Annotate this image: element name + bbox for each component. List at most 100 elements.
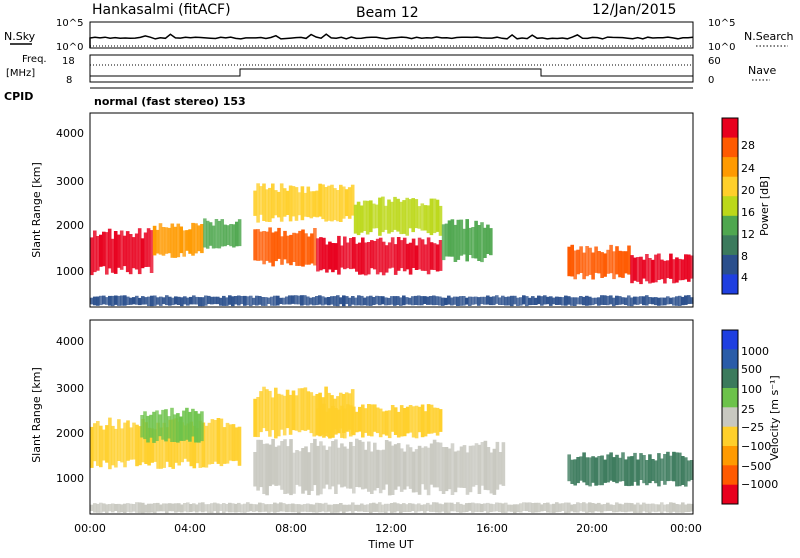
power-cell-10-18 [144,297,148,305]
power-cell-5-9 [343,236,347,270]
velocity-cell-6-38 [204,504,208,512]
power-cell-10-200 [690,297,694,304]
power-cell-10-57 [261,297,265,306]
power-ctick-4: 4 [741,271,748,284]
power-cell-4-5 [268,187,272,222]
xtick-0000: 00:00 [74,522,106,535]
power-cell-3-5 [268,227,272,263]
velocity-cell-4-39 [432,407,437,433]
power-cell-10-60 [270,296,274,306]
velocity-cell-1-13 [179,416,183,441]
velocity-cell-6-154 [552,503,556,513]
velocity-cell-6-125 [465,503,469,512]
power-cell-6-2 [359,205,364,233]
velocity-cell-6-127 [471,502,475,513]
velocity-cell-4-15 [361,404,365,438]
power-cell-6-4 [365,200,370,235]
power-cell-10-162 [576,297,580,305]
power-ytick-1000: 1000 [56,265,84,278]
velocity-cell-6-7 [111,503,115,513]
velocity-colorbar-swatch-6 [722,446,738,466]
velocity-cell-6-54 [252,504,256,512]
power-cell-4-6 [271,183,275,219]
velocity-cell-5-37 [678,452,682,487]
velocity-cell-3-55 [417,445,422,495]
velocity-cell-0-8 [114,428,118,468]
power-cell-10-103 [399,297,403,306]
velocity-cell-6-25 [165,503,169,514]
velocity-cell-5-31 [660,458,664,481]
velocity-cell-2-11 [285,389,290,429]
noise-panel-frame [89,21,694,49]
power-cell-10-77 [321,296,325,306]
power-cell-10-130 [480,296,484,305]
power-cell-4-28 [336,190,340,222]
power-cell-5-19 [373,241,377,270]
power-ctick-20: 20 [741,184,755,197]
velocity-cell-6-114 [432,502,436,512]
velocity-cell-6-29 [177,503,181,512]
cpid-label: CPID [4,90,33,103]
power-cell-9-7 [651,259,655,283]
power-cell-10-111 [423,296,427,304]
velocity-cell-3-53 [411,451,416,493]
velocity-cell-6-78 [324,502,328,513]
velocity-cell-0-17 [141,419,145,463]
power-cell-9-1 [633,257,637,281]
velocity-cell-0-4 [102,429,106,461]
velocity-cell-6-150 [540,504,544,512]
velocity-cell-3-38 [367,441,371,492]
velocity-cell-6-141 [513,504,517,514]
freq-right-tick-bottom: 0 [708,75,714,86]
velocity-cell-3-39 [370,451,374,494]
velocity-cell-6-21 [153,503,157,514]
velocity-ctick-500: 500 [741,363,762,376]
power-cell-5-23 [384,245,389,273]
velocity-cell-0-45 [225,422,230,464]
power-cell-10-136 [498,297,502,305]
velocity-cell-4-18 [370,404,374,437]
velocity-cell-3-21 [316,445,320,496]
power-cell-10-46 [228,295,232,305]
power-cell-10-125 [465,297,469,305]
power-cell-5-10 [346,242,350,269]
power-cell-10-167 [591,297,595,306]
velocity-cell-5-28 [651,459,655,481]
power-cell-10-14 [132,297,136,305]
velocity-cell-6-49 [237,502,241,513]
power-cell-7-3 [450,219,455,257]
power-cell-8-5 [582,252,586,280]
power-cell-10-1 [93,296,97,306]
power-cell-10-12 [126,296,130,305]
velocity-cell-3-62 [438,442,443,492]
power-cell-5-22 [381,241,386,276]
power-colorbar-swatch-8 [722,274,738,295]
power-cell-7-12 [477,225,481,261]
power-cell-4-25 [327,185,331,221]
velocity-cell-3-0 [253,452,257,487]
velocity-cell-3-30 [343,446,347,487]
velocity-cell-4-34 [417,406,422,433]
velocity-cell-0-32 [186,423,191,462]
power-cell-10-21 [153,295,157,306]
velocity-cell-6-188 [654,504,658,513]
velocity-ylabel: Slant Range [km] [30,367,43,463]
velocity-cell-0-1 [93,423,97,462]
velocity-ytick-3000: 3000 [56,382,84,395]
power-cell-10-113 [429,296,433,305]
power-cell-10-161 [573,297,577,306]
freq-right-label: Nave [748,64,776,77]
power-cell-10-121 [453,296,457,305]
velocity-cell-0-10 [120,428,124,463]
velocity-cell-0-49 [237,426,242,466]
velocity-cell-6-97 [381,504,385,513]
velocity-cell-6-40 [210,503,214,513]
velocity-cell-2-20 [312,395,316,437]
velocity-cell-3-83 [501,442,506,486]
velocity-cell-6-63 [279,502,283,512]
velocity-cell-6-75 [315,502,319,513]
velocity-cell-3-59 [429,443,434,485]
velocity-cell-4-24 [387,410,392,439]
velocity-cell-6-159 [567,502,571,513]
power-cell-10-106 [408,297,412,305]
